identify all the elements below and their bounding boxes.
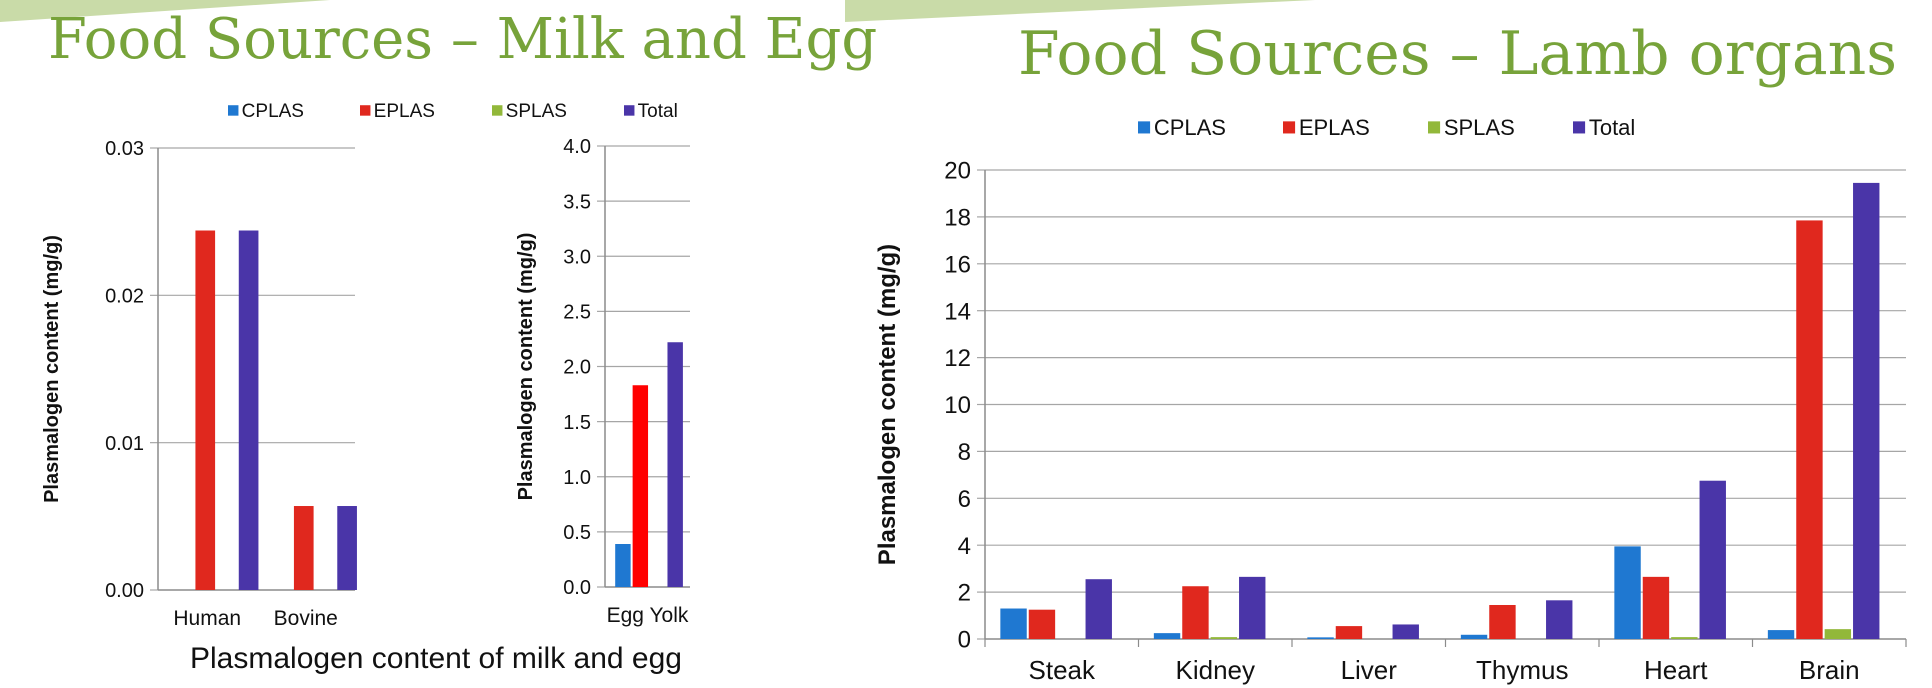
lamb-ytick-label: 6 xyxy=(958,486,971,513)
milk-ytick-label: 0.00 xyxy=(105,580,144,602)
milk-bar-eplas-human xyxy=(195,230,216,591)
chart-caption-milk-egg: Plasmalogen content of milk and egg xyxy=(190,642,682,675)
lamb-bar-eplas-steak xyxy=(1028,609,1056,639)
egg-ytick-label: 0.5 xyxy=(563,522,591,544)
lamb-bar-cplas-brain xyxy=(1767,630,1795,639)
milk-bar-total-bovine xyxy=(337,506,357,590)
lamb-category-label: Brain xyxy=(1799,655,1860,685)
lamb-bar-cplas-steak xyxy=(1000,608,1027,639)
egg-ytick-label: 1.0 xyxy=(563,467,591,489)
lamb-bar-cplas-heart xyxy=(1614,546,1641,639)
egg-ytick-label: 1.5 xyxy=(563,412,591,434)
egg-ytick-label: 3.0 xyxy=(563,246,591,268)
milk-legend-swatch-splas xyxy=(492,105,503,116)
lamb-ytick-label: 14 xyxy=(944,298,971,325)
lamb-legend-swatch-splas xyxy=(1428,121,1441,134)
slide-title-milk-egg: Food Sources – Milk and Egg xyxy=(48,7,878,72)
lamb-ytick-label: 10 xyxy=(944,392,971,419)
egg-bar-cplas-egg-yolk xyxy=(615,544,631,587)
lamb-legend-label-cplas: CPLAS xyxy=(1154,115,1226,140)
lamb-legend-swatch-cplas xyxy=(1138,121,1151,134)
milk-legend-label-eplas: EPLAS xyxy=(374,101,435,122)
milk-legend-swatch-total xyxy=(624,105,635,116)
egg-ytick-label: 3.5 xyxy=(563,191,591,213)
lamb-bar-total-kidney xyxy=(1239,576,1266,639)
lamb-ytick-label: 2 xyxy=(958,580,971,607)
lamb-bar-eplas-thymus xyxy=(1489,604,1516,639)
lamb-ytick-label: 8 xyxy=(958,439,971,466)
lamb-bar-cplas-kidney xyxy=(1153,633,1181,639)
milk-category-label: Bovine xyxy=(274,607,338,630)
milk-category-label: Human xyxy=(173,607,241,630)
lamb-bar-splas-heart xyxy=(1671,637,1698,639)
milk-legend-label-splas: SPLAS xyxy=(506,101,567,122)
lamb-bar-eplas-liver xyxy=(1335,626,1363,639)
lamb-ytick-label: 4 xyxy=(958,533,971,560)
milk-y-axis-label: Plasmalogen content (mg/g) xyxy=(41,235,63,503)
lamb-bar-splas-brain xyxy=(1824,629,1852,639)
milk-legend-swatch-cplas xyxy=(228,105,239,116)
egg-ytick-label: 2.0 xyxy=(563,357,591,379)
lamb-ytick-label: 20 xyxy=(944,158,971,185)
milk-bar-eplas-bovine xyxy=(293,506,314,590)
egg-category-label: Egg Yolk xyxy=(607,604,689,627)
egg-bar-eplas-egg-yolk xyxy=(632,385,649,587)
milk-legend-swatch-eplas xyxy=(360,105,371,116)
milk-bar-total-human xyxy=(238,230,259,591)
lamb-bar-total-thymus xyxy=(1546,600,1573,639)
lamb-ytick-label: 16 xyxy=(944,251,971,278)
lamb-ytick-label: 12 xyxy=(944,345,971,372)
lamb-bar-total-heart xyxy=(1699,480,1726,639)
lamb-bar-total-brain xyxy=(1853,182,1880,639)
lamb-bar-eplas-heart xyxy=(1642,576,1670,639)
lamb-bar-cplas-thymus xyxy=(1460,634,1488,639)
milk-legend-label-cplas: CPLAS xyxy=(242,101,304,122)
egg-y-axis-label: Plasmalogen content (mg/g) xyxy=(515,233,537,501)
milk-ytick-label: 0.03 xyxy=(105,138,144,160)
lamb-category-label: Thymus xyxy=(1476,655,1568,685)
lamb-bar-total-liver xyxy=(1392,624,1419,639)
lamb-category-label: Kidney xyxy=(1176,655,1256,685)
lamb-legend-label-total: Total xyxy=(1589,115,1635,140)
lamb-legend-label-splas: SPLAS xyxy=(1444,115,1515,140)
egg-ytick-label: 4.0 xyxy=(563,136,591,158)
lamb-legend-swatch-eplas xyxy=(1283,121,1296,134)
slide-title-lamb-organs: Food Sources – Lamb organs xyxy=(1018,19,1898,89)
lamb-bar-eplas-brain xyxy=(1796,220,1823,640)
lamb-category-label: Liver xyxy=(1341,655,1398,685)
lamb-category-label: Heart xyxy=(1644,655,1708,685)
milk-legend-label-total: Total xyxy=(638,101,678,122)
lamb-ytick-label: 0 xyxy=(958,627,971,654)
lamb-bar-cplas-liver xyxy=(1307,637,1334,639)
lamb-y-axis-label: Plasmalogen content (mg/g) xyxy=(874,244,901,565)
lamb-bar-eplas-kidney xyxy=(1182,586,1209,639)
egg-bar-total-egg-yolk xyxy=(667,342,683,587)
lamb-legend-label-eplas: EPLAS xyxy=(1299,115,1370,140)
egg-ytick-label: 0.0 xyxy=(563,577,591,599)
lamb-bar-splas-kidney xyxy=(1210,637,1238,639)
lamb-category-label: Steak xyxy=(1029,655,1096,685)
milk-ytick-label: 0.01 xyxy=(105,433,144,455)
lamb-ytick-label: 18 xyxy=(944,205,971,232)
milk-ytick-label: 0.02 xyxy=(105,286,144,308)
egg-ytick-label: 2.5 xyxy=(563,302,591,324)
lamb-bar-total-steak xyxy=(1085,579,1112,639)
lamb-legend-swatch-total xyxy=(1573,121,1586,134)
